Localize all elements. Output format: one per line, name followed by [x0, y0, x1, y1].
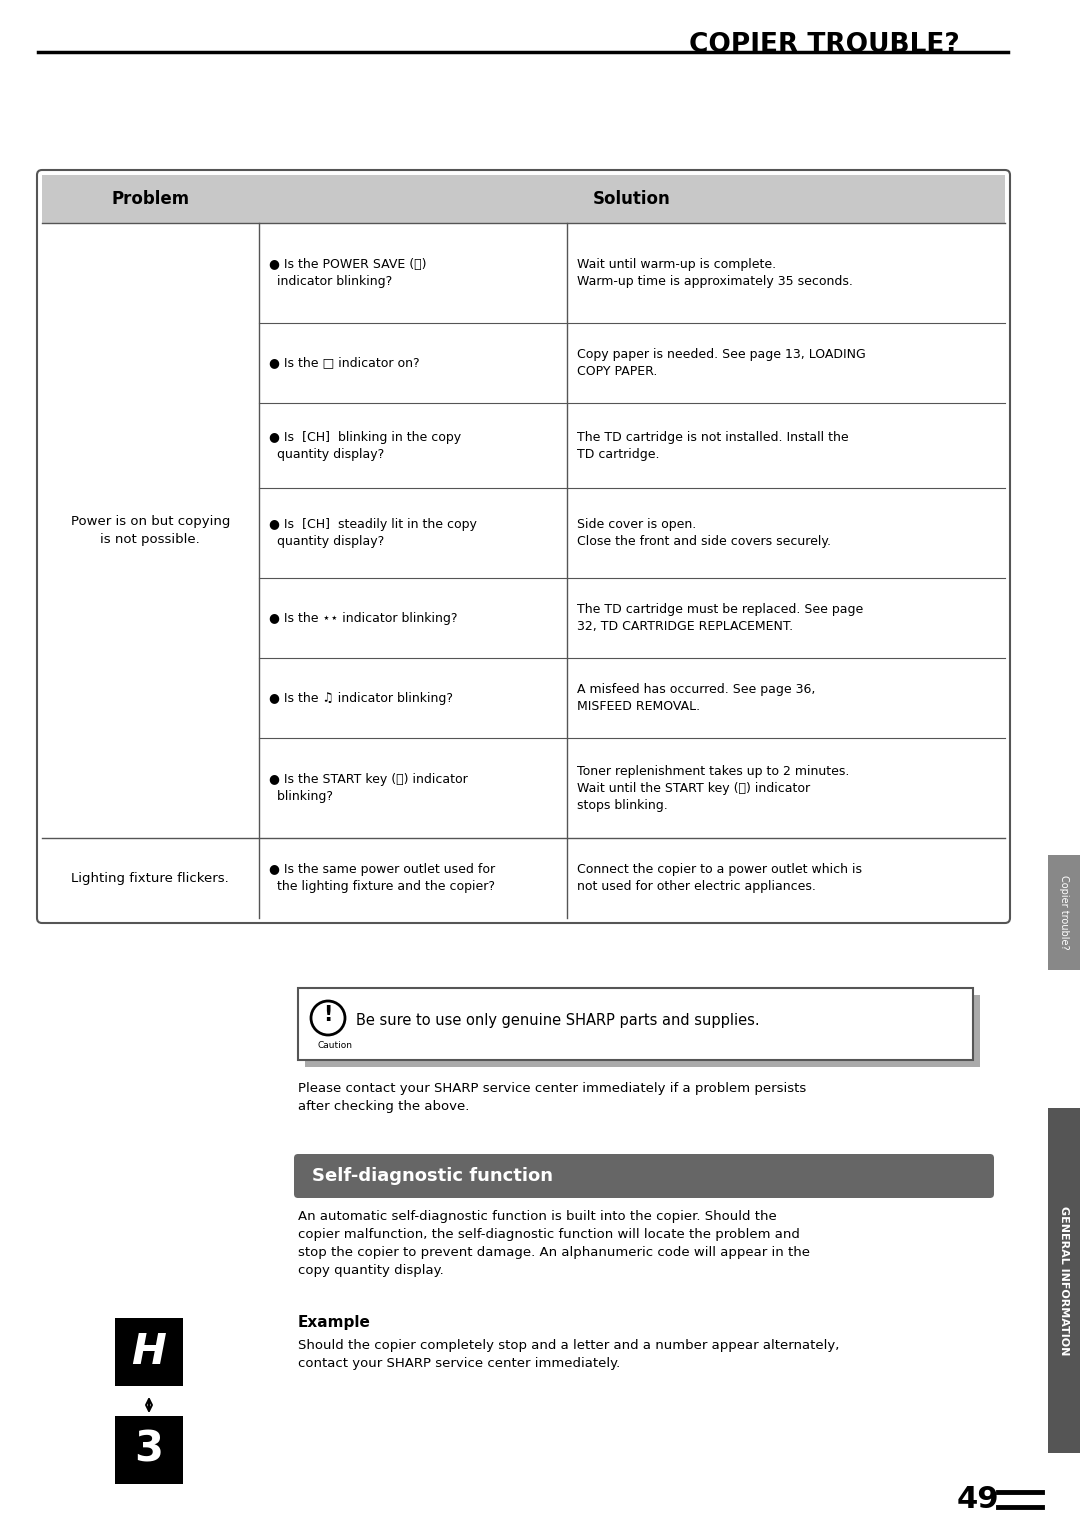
Bar — [1048, 1108, 1080, 1453]
Text: Example: Example — [298, 1316, 370, 1329]
Bar — [114, 1416, 183, 1484]
Text: ● Is the POWER SAVE (ⓔ)
  indicator blinking?: ● Is the POWER SAVE (ⓔ) indicator blinki… — [269, 258, 427, 287]
Text: ● Is the START key (Ⓢ) indicator
  blinking?: ● Is the START key (Ⓢ) indicator blinkin… — [269, 773, 468, 804]
Bar — [305, 995, 980, 1067]
Text: Please contact your SHARP service center immediately if a problem persists
after: Please contact your SHARP service center… — [298, 1082, 807, 1112]
Bar — [298, 989, 973, 1060]
Circle shape — [311, 1001, 345, 1034]
Text: Toner replenishment takes up to 2 minutes.
Wait until the START key (Ⓢ) indicato: Toner replenishment takes up to 2 minute… — [577, 764, 849, 811]
Text: GENERAL INFORMATION: GENERAL INFORMATION — [1059, 1206, 1069, 1355]
Text: Be sure to use only genuine SHARP parts and supplies.: Be sure to use only genuine SHARP parts … — [356, 1013, 759, 1028]
Text: ● Is  [CH]  blinking in the copy
  quantity display?: ● Is [CH] blinking in the copy quantity … — [269, 431, 461, 460]
Text: An automatic self-diagnostic function is built into the copier. Should the
copie: An automatic self-diagnostic function is… — [298, 1210, 810, 1277]
Bar — [114, 1319, 183, 1386]
Text: 3: 3 — [135, 1429, 163, 1471]
Text: Copier trouble?: Copier trouble? — [1059, 876, 1069, 950]
FancyBboxPatch shape — [37, 170, 1010, 923]
Text: ● Is the ♫ indicator blinking?: ● Is the ♫ indicator blinking? — [269, 692, 453, 704]
Text: ● Is the □ indicator on?: ● Is the □ indicator on? — [269, 356, 419, 370]
Text: Copy paper is needed. See page 13, LOADING
COPY PAPER.: Copy paper is needed. See page 13, LOADI… — [577, 348, 865, 377]
Text: Side cover is open.
Close the front and side covers securely.: Side cover is open. Close the front and … — [577, 518, 831, 549]
Text: The TD cartridge must be replaced. See page
32, TD CARTRIDGE REPLACEMENT.: The TD cartridge must be replaced. See p… — [577, 604, 863, 633]
Text: ● Is the same power outlet used for
  the lighting fixture and the copier?: ● Is the same power outlet used for the … — [269, 863, 495, 892]
Text: Caution: Caution — [318, 1042, 353, 1051]
Text: Should the copier completely stop and a letter and a number appear alternately,
: Should the copier completely stop and a … — [298, 1339, 839, 1371]
Text: Wait until warm-up is complete.
Warm-up time is approximately 35 seconds.: Wait until warm-up is complete. Warm-up … — [577, 258, 853, 287]
Text: 49: 49 — [957, 1485, 999, 1514]
Text: Lighting fixture flickers.: Lighting fixture flickers. — [71, 871, 229, 885]
Text: Problem: Problem — [111, 189, 189, 208]
Text: ● Is  [CH]  steadily lit in the copy
  quantity display?: ● Is [CH] steadily lit in the copy quant… — [269, 518, 476, 549]
Text: The TD cartridge is not installed. Install the
TD cartridge.: The TD cartridge is not installed. Insta… — [577, 431, 849, 460]
Bar — [1048, 856, 1080, 970]
Text: Power is on but copying
is not possible.: Power is on but copying is not possible. — [70, 515, 230, 545]
Text: ● Is the ⋆⋆ indicator blinking?: ● Is the ⋆⋆ indicator blinking? — [269, 611, 457, 625]
Text: Solution: Solution — [593, 189, 671, 208]
Text: A misfeed has occurred. See page 36,
MISFEED REMOVAL.: A misfeed has occurred. See page 36, MIS… — [577, 683, 815, 714]
Bar — [42, 176, 1005, 223]
Text: Self-diagnostic function: Self-diagnostic function — [312, 1167, 553, 1186]
Text: H: H — [132, 1331, 166, 1374]
FancyBboxPatch shape — [294, 1154, 994, 1198]
Text: COPIER TROUBLE?: COPIER TROUBLE? — [689, 32, 960, 58]
Text: Connect the copier to a power outlet which is
not used for other electric applia: Connect the copier to a power outlet whi… — [577, 863, 862, 892]
Text: !: ! — [323, 1005, 333, 1025]
